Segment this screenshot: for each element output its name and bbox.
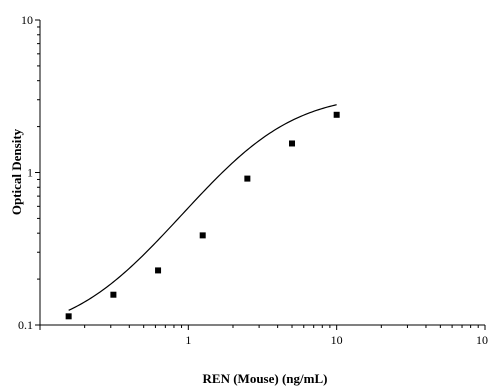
y-tick-label: 1	[27, 166, 33, 180]
tick-marks	[35, 19, 486, 330]
x-axis-title: REN (Mouse) (ng/mL)	[203, 371, 328, 386]
fit-curve	[68, 104, 337, 311]
data-point	[65, 313, 72, 320]
data-point	[289, 140, 296, 147]
x-tick-label: 10	[331, 333, 343, 347]
x-tick-labels: 1 10 100	[185, 333, 488, 347]
data-point	[110, 291, 117, 298]
data-points	[65, 111, 340, 320]
x-tick-label: 100	[476, 333, 488, 347]
y-tick-label: 0.1	[18, 318, 33, 332]
y-tick-labels: 0.1 1 10	[18, 13, 33, 332]
axes	[39, 20, 485, 326]
data-point	[244, 175, 251, 182]
data-point	[199, 232, 206, 239]
x-tick-label: 1	[185, 333, 191, 347]
y-tick-label: 10	[21, 13, 33, 27]
data-point	[333, 111, 340, 118]
data-point	[155, 267, 162, 274]
y-axis-title: Optical Density	[9, 128, 24, 215]
